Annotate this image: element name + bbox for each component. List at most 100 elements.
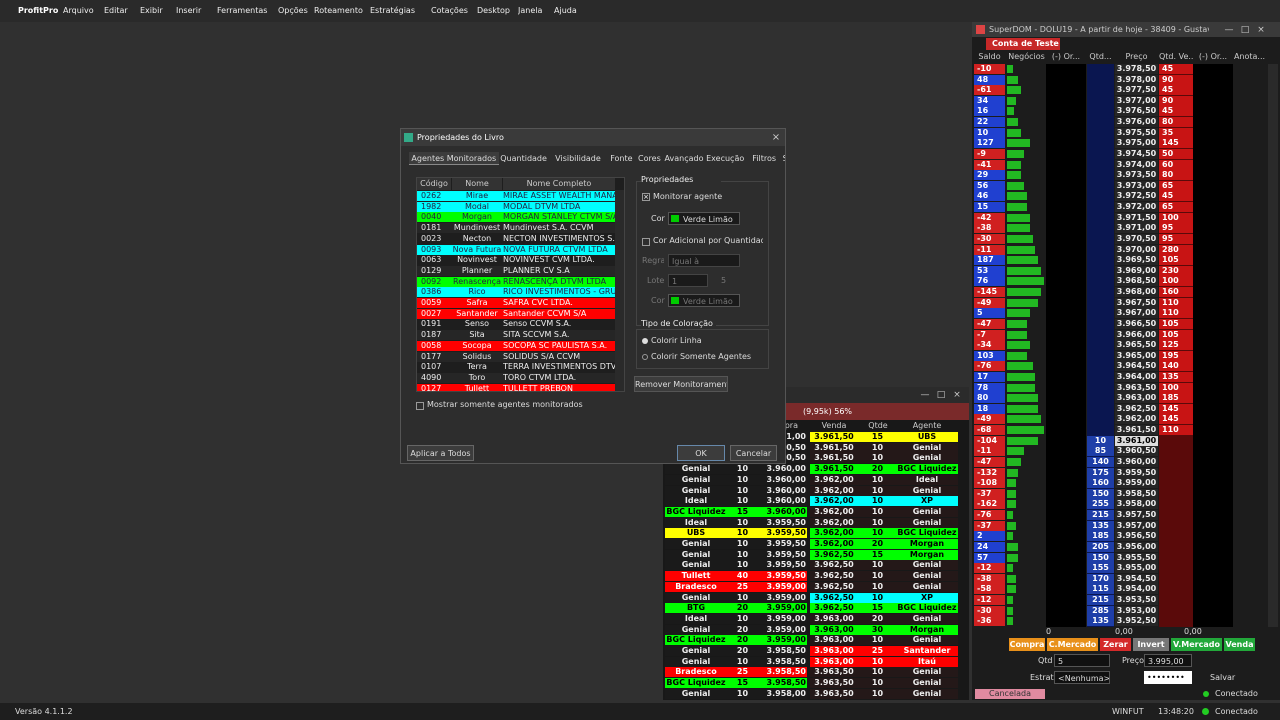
agent-row[interactable] <box>417 362 615 373</box>
buy-agent: BTG <box>686 603 706 613</box>
agent-row[interactable] <box>417 276 615 287</box>
menu-item[interactable]: Desktop <box>477 6 510 15</box>
agent-row[interactable] <box>417 201 615 212</box>
qty-input[interactable]: 5 <box>1054 654 1110 667</box>
menu-item[interactable]: Ferramentas <box>217 6 268 15</box>
agent-row[interactable] <box>417 255 615 266</box>
button[interactable]: Cancelar <box>730 445 777 461</box>
price: 3.973,00 <box>1115 180 1158 191</box>
saldo: -49 <box>974 297 1005 308</box>
select[interactable]: Verde Limão <box>668 294 740 307</box>
agent-row[interactable] <box>417 340 615 351</box>
saldo: -30 <box>974 605 1005 616</box>
close-button[interactable]: × <box>771 132 781 143</box>
checkbox[interactable]: × <box>642 193 650 201</box>
agent-row[interactable] <box>417 212 615 223</box>
agent-row[interactable] <box>417 308 615 319</box>
label: Cor <box>651 296 665 305</box>
saldo: -104 <box>974 435 1005 446</box>
menu-item[interactable]: Opções <box>278 6 308 15</box>
sell-qty: 90 <box>1159 95 1193 106</box>
buy-row <box>665 678 807 689</box>
menu-item[interactable]: Editar <box>104 6 128 15</box>
agent-row[interactable] <box>417 330 615 341</box>
menu-item[interactable]: Estratégias <box>370 6 415 15</box>
tab[interactable]: Agentes Monitorados <box>409 152 499 165</box>
window-control[interactable]: × <box>953 390 961 400</box>
save[interactable]: Salvar <box>1210 673 1236 682</box>
agent-row[interactable] <box>417 223 615 234</box>
menu-item[interactable]: Roteamento <box>314 6 363 15</box>
radio[interactable] <box>642 338 648 344</box>
trades-bar <box>1007 553 1019 562</box>
agent-row[interactable] <box>417 319 615 330</box>
window-control[interactable]: □ <box>1240 25 1250 35</box>
menu-item[interactable]: Ajuda <box>554 6 577 15</box>
tab[interactable]: SuperDOM <box>783 152 785 165</box>
agent-name: Sita <box>469 330 485 340</box>
agent-row[interactable] <box>417 233 615 244</box>
order-button[interactable]: Zerar <box>1100 638 1131 651</box>
strategy-label: Estrat. <box>1030 673 1056 682</box>
window-control[interactable]: — <box>1224 25 1234 35</box>
checkbox[interactable] <box>642 238 650 246</box>
tab[interactable]: Fonte <box>610 154 633 163</box>
tab[interactable]: Cores <box>638 154 661 163</box>
checkbox[interactable] <box>416 402 424 410</box>
order-button[interactable]: C.Mercado <box>1047 638 1098 651</box>
price: 3.978,50 <box>1115 64 1158 74</box>
sell-qty: 10 <box>871 592 884 602</box>
tab[interactable]: Execução <box>706 154 745 163</box>
agent-row[interactable] <box>417 351 615 362</box>
menu-item[interactable]: Inserir <box>176 6 202 15</box>
price: 3.971,50 <box>1115 212 1158 223</box>
window-control[interactable]: □ <box>936 390 946 400</box>
trades-bar <box>1007 489 1016 498</box>
tab[interactable]: Avançado <box>664 154 704 163</box>
price: 3.956,00 <box>1115 541 1158 552</box>
tab[interactable]: Visibilidade <box>555 154 601 163</box>
menu-item[interactable]: Cotações <box>431 6 468 15</box>
input[interactable]: 1 <box>668 274 708 287</box>
order-button[interactable]: Venda <box>1224 638 1255 651</box>
strategy-select[interactable]: <Nenhuma> <box>1054 671 1110 684</box>
select[interactable]: Verde Limão <box>668 212 740 225</box>
radio[interactable] <box>642 354 648 360</box>
buy-agent: Genial <box>681 624 711 634</box>
tab[interactable]: Filtros <box>752 154 777 163</box>
sell-qty: 160 <box>1159 287 1193 298</box>
buy-qty: 140 <box>1087 456 1114 467</box>
connection-dot <box>1203 691 1209 697</box>
buy-row <box>665 571 807 582</box>
window-control[interactable]: — <box>920 390 930 400</box>
menu-item[interactable]: Exibir <box>140 6 163 15</box>
price-input[interactable]: 3.995,00 <box>1144 654 1192 667</box>
order-button[interactable]: Compra <box>1009 638 1045 651</box>
saldo: 22 <box>974 117 1005 128</box>
tab[interactable]: Quantidade <box>500 154 547 163</box>
sell-qty: 45 <box>1159 106 1193 117</box>
buy-row <box>665 688 807 699</box>
saldo: 5 <box>974 308 1005 319</box>
window-control[interactable]: × <box>1257 25 1265 35</box>
agent-name: Necton <box>462 233 492 243</box>
agent-row[interactable] <box>417 298 615 308</box>
menu-item[interactable]: Arquivo <box>63 6 94 15</box>
select[interactable]: Igual à <box>668 254 740 267</box>
button[interactable]: Aplicar a Todos <box>407 445 474 461</box>
agent-row[interactable] <box>417 372 615 383</box>
sell-qty: 110 <box>1159 308 1193 319</box>
agent-row[interactable] <box>417 191 615 201</box>
sell-qty: 280 <box>1159 244 1193 255</box>
password[interactable]: •••••••• <box>1144 671 1192 684</box>
agent-row[interactable] <box>417 265 615 276</box>
order-button[interactable]: V.Mercado <box>1171 638 1222 651</box>
agent-row[interactable] <box>417 287 615 298</box>
order-button[interactable]: Invert <box>1133 638 1169 651</box>
agent-row[interactable] <box>417 383 615 391</box>
button[interactable]: OK <box>677 445 725 461</box>
menu-item[interactable]: Janela <box>518 6 543 15</box>
agent-row[interactable] <box>417 244 615 255</box>
button[interactable]: Remover Monitoramento <box>634 376 728 392</box>
agent-code: 0027 <box>421 308 442 318</box>
